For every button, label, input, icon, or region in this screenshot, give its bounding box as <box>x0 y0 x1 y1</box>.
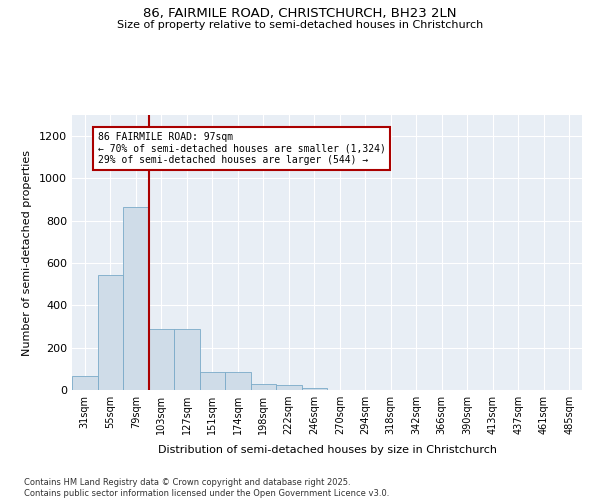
Text: 86 FAIRMILE ROAD: 97sqm
← 70% of semi-detached houses are smaller (1,324)
29% of: 86 FAIRMILE ROAD: 97sqm ← 70% of semi-de… <box>97 132 385 165</box>
Bar <box>276 384 302 390</box>
Bar <box>149 328 174 390</box>
Bar <box>174 328 199 390</box>
Bar <box>302 388 327 390</box>
Text: Contains HM Land Registry data © Crown copyright and database right 2025.
Contai: Contains HM Land Registry data © Crown c… <box>24 478 389 498</box>
Bar <box>97 274 123 390</box>
X-axis label: Distribution of semi-detached houses by size in Christchurch: Distribution of semi-detached houses by … <box>157 446 497 456</box>
Bar <box>123 207 149 390</box>
Text: 86, FAIRMILE ROAD, CHRISTCHURCH, BH23 2LN: 86, FAIRMILE ROAD, CHRISTCHURCH, BH23 2L… <box>143 8 457 20</box>
Bar <box>225 372 251 390</box>
Bar <box>199 372 225 390</box>
Text: Size of property relative to semi-detached houses in Christchurch: Size of property relative to semi-detach… <box>117 20 483 30</box>
Y-axis label: Number of semi-detached properties: Number of semi-detached properties <box>22 150 32 356</box>
Bar <box>251 384 276 390</box>
Bar <box>72 376 97 390</box>
